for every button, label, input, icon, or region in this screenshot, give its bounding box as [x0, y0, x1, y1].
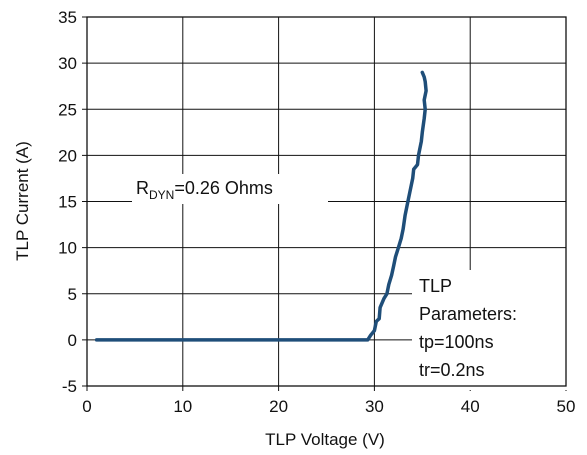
tlp-parameters-line-4: tr=0.2ns: [419, 360, 485, 380]
y-tick-label: 25: [58, 100, 77, 119]
rdyn-annotation: RDYN=0.26 Ohms: [132, 174, 328, 204]
x-axis-title: TLP Voltage (V): [265, 430, 385, 449]
tlp-parameters-line-2: Parameters:: [419, 304, 517, 324]
y-tick-label: 20: [58, 146, 77, 165]
x-tick-label: 30: [365, 397, 384, 416]
y-tick-label: 10: [58, 239, 77, 258]
plot-area-border: [86, 16, 567, 387]
y-tick-label: 35: [58, 8, 77, 27]
y-tick-label: 0: [68, 331, 77, 350]
x-tick-label: 0: [82, 397, 91, 416]
tlp-parameters-annotation: TLP Parameters: tp=100ns tr=0.2ns: [412, 270, 580, 390]
rdyn-annotation-text: RDYN=0.26 Ohms: [136, 178, 273, 202]
rdyn-subscript: DYN: [149, 188, 174, 202]
tlp-iv-curve-line: [94, 70, 428, 342]
y-axis-title: TLP Current (A): [13, 141, 32, 261]
tlp-parameters-line-3: tp=100ns: [419, 332, 494, 352]
rdyn-symbol: R: [136, 178, 149, 198]
x-tick-label: 50: [557, 397, 576, 416]
x-tick-label: 40: [461, 397, 480, 416]
tick-labels: 0 10 20 30 40 50 -5 0 5 10 15 20 25 30 35: [58, 8, 575, 416]
y-tick-label: 5: [68, 285, 77, 304]
y-tick-label: -5: [62, 377, 77, 396]
tlp-parameters-background: [412, 270, 580, 390]
rdyn-annotation-background: [132, 174, 328, 204]
y-tick-label: 15: [58, 193, 77, 212]
rdyn-value: =0.26 Ohms: [174, 178, 273, 198]
x-tick-label: 20: [269, 397, 288, 416]
tlp-parameters-line-1: TLP: [419, 276, 452, 296]
y-tick-label: 30: [58, 54, 77, 73]
x-tick-label: 10: [173, 397, 192, 416]
